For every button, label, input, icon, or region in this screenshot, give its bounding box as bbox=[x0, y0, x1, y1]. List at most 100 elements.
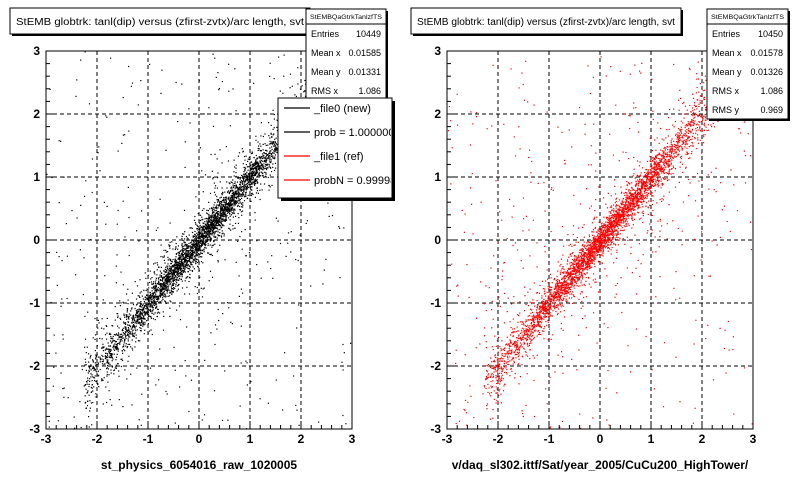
data-point bbox=[152, 285, 155, 288]
data-point bbox=[110, 356, 112, 359]
data-point bbox=[230, 200, 232, 202]
data-point bbox=[132, 324, 134, 326]
data-point bbox=[181, 246, 183, 248]
data-point bbox=[204, 241, 206, 243]
data-point bbox=[209, 228, 211, 230]
data-point bbox=[144, 296, 146, 298]
data-point bbox=[260, 183, 262, 185]
data-point bbox=[609, 237, 611, 239]
data-point bbox=[268, 122, 270, 124]
data-point bbox=[122, 301, 124, 303]
data-point bbox=[90, 386, 92, 388]
data-point bbox=[135, 321, 137, 323]
data-point bbox=[188, 108, 190, 110]
data-point bbox=[209, 218, 211, 220]
data-point bbox=[210, 207, 213, 209]
data-point bbox=[217, 212, 219, 215]
data-point bbox=[120, 358, 122, 360]
data-point bbox=[206, 240, 209, 242]
data-point bbox=[295, 95, 297, 97]
data-point bbox=[89, 357, 91, 359]
data-point bbox=[155, 287, 157, 289]
data-point bbox=[228, 63, 230, 65]
data-point bbox=[180, 258, 182, 260]
data-point bbox=[219, 202, 221, 204]
legend-box bbox=[277, 97, 393, 199]
data-point bbox=[108, 356, 110, 358]
data-point bbox=[196, 245, 198, 247]
data-point bbox=[108, 333, 110, 335]
data-point bbox=[304, 90, 306, 92]
data-point bbox=[172, 281, 174, 283]
data-point bbox=[181, 249, 184, 252]
data-point bbox=[173, 279, 175, 282]
data-point bbox=[86, 346, 88, 348]
data-point bbox=[214, 210, 216, 212]
data-point bbox=[207, 224, 209, 226]
data-point bbox=[119, 317, 121, 319]
data-point bbox=[263, 161, 265, 163]
data-point bbox=[229, 210, 231, 212]
data-point bbox=[238, 191, 240, 193]
data-point bbox=[194, 238, 196, 240]
data-point bbox=[155, 306, 157, 308]
data-point bbox=[180, 278, 182, 280]
data-point bbox=[111, 325, 113, 327]
data-point bbox=[162, 292, 164, 295]
data-point bbox=[244, 175, 246, 177]
data-point bbox=[159, 348, 161, 350]
data-point bbox=[204, 226, 206, 229]
data-point bbox=[327, 202, 329, 204]
data-point bbox=[652, 118, 654, 121]
data-point bbox=[136, 303, 138, 305]
data-point bbox=[161, 276, 163, 278]
data-point bbox=[651, 168, 653, 170]
data-point bbox=[250, 179, 252, 181]
data-point bbox=[162, 256, 164, 258]
data-point bbox=[84, 346, 86, 348]
data-point bbox=[116, 349, 118, 351]
data-point bbox=[189, 256, 191, 258]
data-point bbox=[223, 208, 225, 210]
data-point bbox=[86, 392, 88, 394]
data-point bbox=[291, 85, 293, 87]
data-point bbox=[91, 424, 93, 426]
data-point bbox=[179, 267, 181, 270]
data-point bbox=[196, 232, 198, 234]
data-point bbox=[118, 337, 120, 339]
data-point bbox=[131, 334, 134, 336]
data-point bbox=[241, 248, 243, 250]
data-point bbox=[179, 266, 182, 268]
data-point bbox=[163, 286, 165, 288]
data-point bbox=[242, 186, 244, 188]
data-point bbox=[103, 328, 105, 330]
data-point bbox=[254, 162, 256, 164]
data-point bbox=[668, 179, 670, 181]
data-point bbox=[204, 235, 206, 238]
data-point bbox=[189, 262, 191, 264]
data-point bbox=[132, 318, 134, 320]
data-point bbox=[165, 288, 167, 290]
data-point bbox=[207, 236, 209, 238]
data-point bbox=[244, 192, 247, 194]
data-point bbox=[165, 266, 167, 268]
data-point bbox=[273, 143, 275, 145]
data-point bbox=[183, 209, 186, 211]
data-point bbox=[222, 313, 224, 315]
data-point bbox=[556, 293, 558, 295]
y-tick-label: -1 bbox=[29, 296, 40, 310]
data-point bbox=[221, 162, 223, 164]
data-point bbox=[122, 329, 124, 332]
data-point bbox=[168, 267, 170, 269]
data-point bbox=[155, 293, 157, 295]
data-point bbox=[109, 332, 111, 335]
data-point bbox=[147, 307, 149, 309]
data-point bbox=[186, 276, 188, 278]
data-point bbox=[181, 272, 183, 274]
data-point bbox=[189, 257, 191, 259]
data-point bbox=[184, 166, 186, 168]
data-point bbox=[214, 57, 216, 59]
data-point bbox=[127, 308, 129, 310]
data-point bbox=[58, 202, 60, 204]
data-point bbox=[223, 209, 226, 211]
